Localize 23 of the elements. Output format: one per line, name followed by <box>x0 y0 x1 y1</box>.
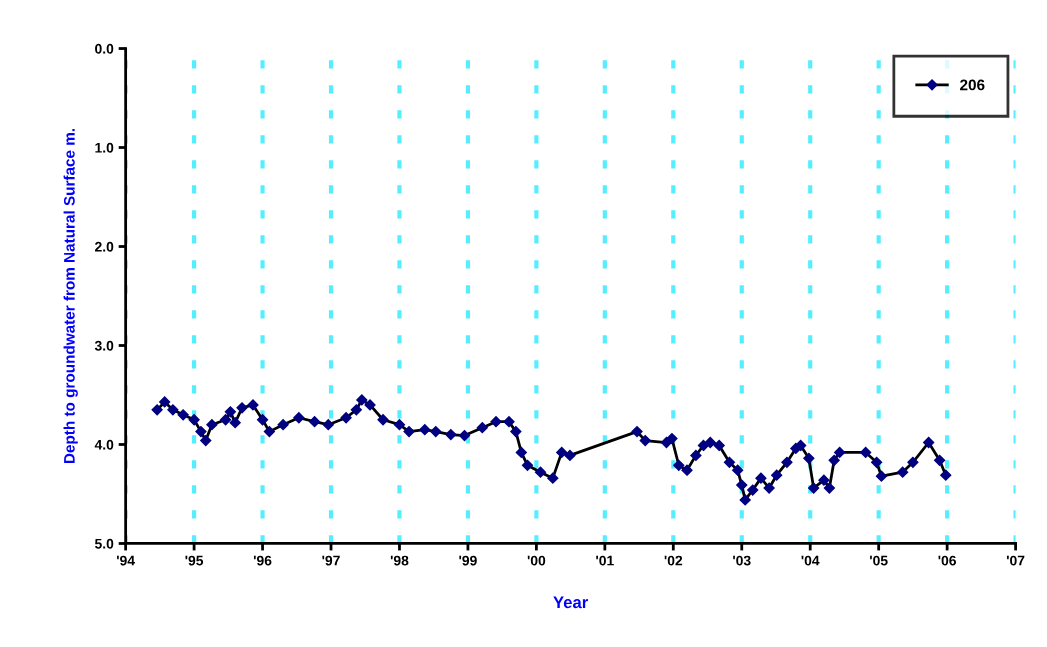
x-tick-label: '02 <box>664 555 683 566</box>
y-tick-label: 0.0 <box>95 43 114 54</box>
x-tick-label: '03 <box>733 555 751 566</box>
y-tick-label: 1.0 <box>95 142 114 153</box>
x-tick-label: '04 <box>801 555 820 566</box>
x-tick-label: '01 <box>596 555 614 566</box>
legend-label: 206 <box>960 79 985 91</box>
y-axis-title: Depth to groundwater from Natural Surface m. <box>63 128 78 464</box>
x-tick-label: '06 <box>938 555 957 566</box>
x-axis-title: Year <box>553 596 588 609</box>
y-tick-label: 2.0 <box>95 241 114 252</box>
x-tick-label: '07 <box>1006 555 1025 566</box>
y-tick-label: 3.0 <box>94 340 114 351</box>
x-tick-label: '98 <box>390 555 409 566</box>
y-tick-label: 5.0 <box>94 538 114 549</box>
x-tick-label: '95 <box>185 555 204 566</box>
x-tick-label: '00 <box>527 555 546 566</box>
y-tick-label: 4.0 <box>94 439 114 450</box>
x-tick-label: '05 <box>870 555 888 566</box>
x-tick-label: '99 <box>459 555 477 566</box>
x-tick-label: '96 <box>253 555 272 566</box>
x-tick-label: '94 <box>117 555 135 566</box>
x-tick-label: '97 <box>322 555 340 566</box>
